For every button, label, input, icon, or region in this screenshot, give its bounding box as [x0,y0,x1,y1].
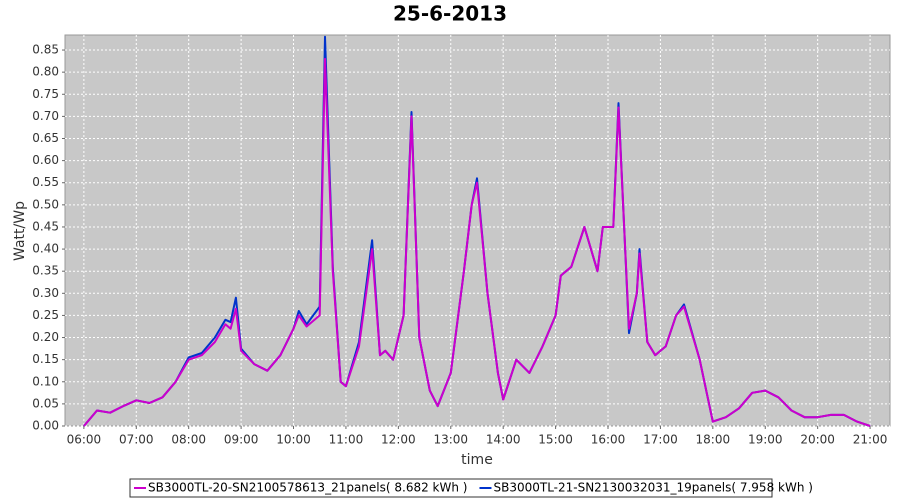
chart-title: 25-6-2013 [393,2,507,26]
y-axis-label: Watt/Wp [12,201,28,261]
y-tick-label: 0.75 [32,87,59,101]
plot-area [64,34,891,427]
x-tick-label: 13:00 [433,433,468,447]
y-tick-label: 0.50 [32,197,59,211]
x-tick-label: 15:00 [538,433,573,447]
y-tick-label: 0.20 [32,330,59,344]
x-tick-label: 11:00 [329,433,364,447]
x-tick-label: 06:00 [67,433,102,447]
x-tick-label: 07:00 [119,433,154,447]
x-tick-label: 09:00 [224,433,259,447]
x-tick-label: 18:00 [696,433,731,447]
y-tick-label: 0.40 [32,242,59,256]
x-axis-label: time [461,452,493,468]
y-tick-label: 0.55 [32,175,59,189]
x-tick-label: 16:00 [591,433,626,447]
x-tick-label: 14:00 [486,433,521,447]
legend [129,478,773,498]
y-tick-label: 0.45 [32,219,59,233]
x-tick-label: 19:00 [748,433,783,447]
y-tick-label: 0.10 [32,374,59,388]
x-tick-label: 17:00 [643,433,678,447]
x-tick-label: 21:00 [853,433,888,447]
y-tick-label: 0.35 [32,264,59,278]
x-tick-label: 10:00 [276,433,311,447]
legend-label: SB3000TL-21-SN2130032031_19panels( 7.958… [493,481,812,495]
y-tick-label: 0.80 [32,65,59,79]
y-tick-label: 0.60 [32,153,59,167]
series-line [83,57,871,427]
y-tick-label: 0.15 [32,352,59,366]
legend-label: SB3000TL-20-SN2100578613_21panels( 8.682… [148,481,467,495]
y-tick-label: 0.85 [32,43,59,57]
y-tick-label: 0.05 [32,396,59,410]
y-tick-label: 0.70 [32,109,59,123]
y-tick-label: 0.30 [32,286,59,300]
y-tick-label: 0.65 [32,131,59,145]
x-tick-label: 12:00 [381,433,416,447]
y-tick-label: 0.25 [32,308,59,322]
x-tick-label: 20:00 [800,433,835,447]
y-tick-label: 0.00 [32,419,59,433]
x-tick-label: 08:00 [171,433,206,447]
